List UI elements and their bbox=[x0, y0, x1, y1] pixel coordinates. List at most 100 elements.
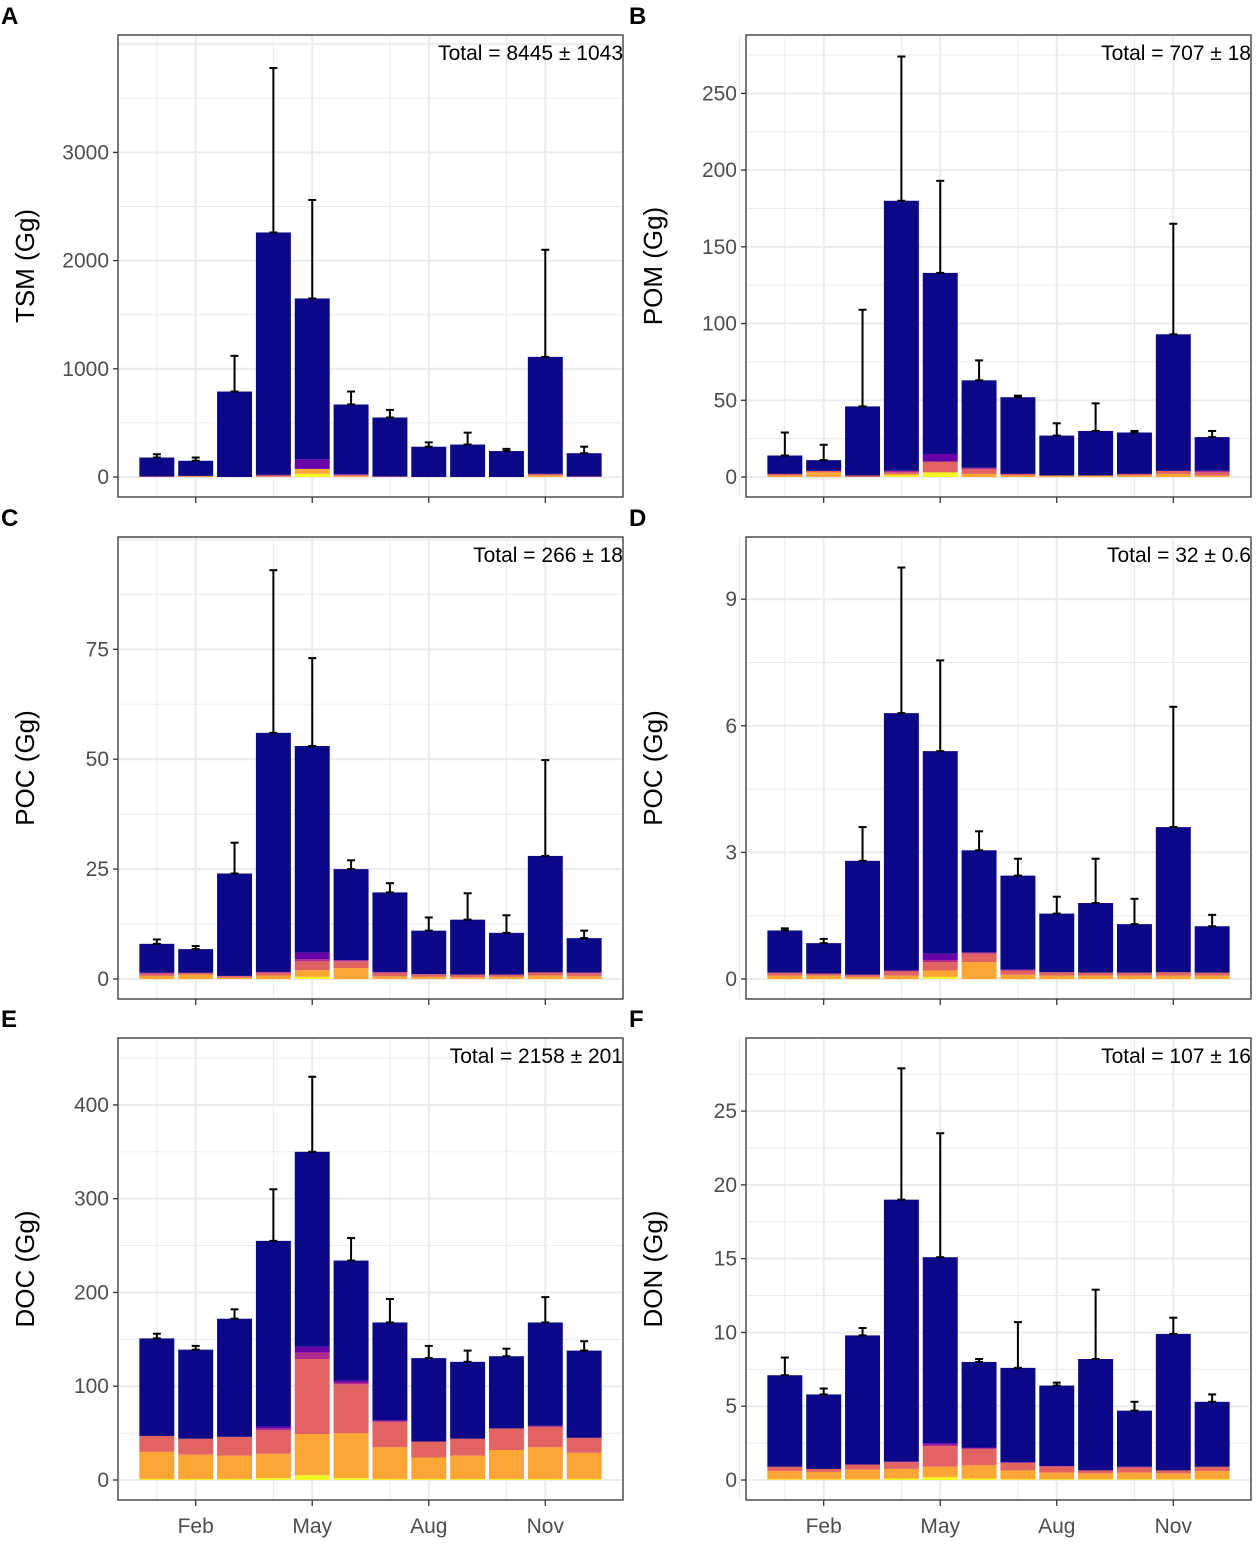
bar-segment-sep-s1 bbox=[450, 1455, 486, 1480]
bar-segment-mar-s1 bbox=[217, 977, 253, 979]
bar-segment-dec-s2 bbox=[566, 973, 602, 977]
bar-segment-may-s4 bbox=[922, 953, 958, 961]
bar-segment-jun-s5 bbox=[333, 404, 369, 475]
bar-segment-apr-s2 bbox=[883, 472, 919, 474]
bar-segment-sep-s5 bbox=[450, 919, 486, 975]
bar-segment-aug-s1 bbox=[1039, 1472, 1075, 1480]
bar-segment-oct-s5 bbox=[488, 451, 524, 477]
bar-segment-jun-s1 bbox=[961, 1465, 997, 1479]
x-tick-label: Feb bbox=[178, 1515, 214, 1538]
total-annotation: Total = 107 ± 16 bbox=[1101, 1045, 1251, 1068]
bar-segment-dec-s3 bbox=[1194, 470, 1230, 473]
bar-segment-may-s3 bbox=[922, 960, 958, 963]
bar-segment-jul-s0 bbox=[1000, 1479, 1036, 1480]
bar-segment-jun-s5 bbox=[333, 1260, 369, 1381]
bar-segment-jan-s1 bbox=[139, 975, 175, 979]
bar-segment-nov-s2 bbox=[527, 1426, 563, 1448]
bar-segment-may-s5 bbox=[294, 1151, 330, 1347]
panel-border bbox=[117, 536, 624, 1000]
bar-segment-aug-s2 bbox=[1039, 972, 1075, 976]
bar-segment-dec-s2 bbox=[1194, 472, 1230, 476]
bar-segment-may-s2 bbox=[922, 1446, 958, 1467]
bar-segment-mar-s1 bbox=[845, 976, 881, 979]
y-tick-label: 1000 bbox=[62, 358, 109, 381]
bar-segment-nov-s0 bbox=[1155, 1479, 1191, 1480]
bar-segment-apr-s0 bbox=[883, 475, 919, 477]
bar-segment-may-s3 bbox=[922, 1444, 958, 1447]
bar-segment-jul-s2 bbox=[1000, 970, 1036, 975]
y-tick-label: 0 bbox=[97, 466, 109, 489]
bar-segment-jul-s2 bbox=[372, 476, 408, 477]
bar-segment-feb-s0 bbox=[806, 1479, 842, 1480]
bar-segment-may-s1 bbox=[294, 1434, 330, 1476]
bar-segment-jun-s2 bbox=[333, 474, 369, 476]
x-tick-label: Feb bbox=[806, 1515, 842, 1538]
bar-segment-nov-s5 bbox=[527, 356, 563, 474]
bar-segment-jun-s3 bbox=[961, 467, 997, 470]
bar-segment-mar-s5 bbox=[217, 1318, 253, 1437]
bar-segment-nov-s1 bbox=[1155, 1473, 1191, 1480]
bar-segment-jan-s0 bbox=[139, 1479, 175, 1480]
bar-segment-nov-s2 bbox=[1155, 1470, 1191, 1474]
bar-segment-sep-s5 bbox=[450, 444, 486, 477]
y-tick-label: 0 bbox=[97, 968, 109, 991]
bar-segment-may-s5 bbox=[922, 751, 958, 954]
y-tick-label: 25 bbox=[86, 858, 109, 881]
y-tick-label: 2000 bbox=[62, 250, 109, 273]
panel-letter: F bbox=[629, 1006, 644, 1033]
y-tick-label: 50 bbox=[714, 389, 737, 412]
bar-segment-may-s0 bbox=[922, 1477, 958, 1480]
y-tick-label: 3000 bbox=[62, 141, 109, 164]
panel-border bbox=[745, 536, 1252, 1000]
bar-segment-jun-s5 bbox=[961, 850, 997, 953]
bar-segment-apr-s3 bbox=[883, 470, 919, 473]
bar-segment-apr-s3 bbox=[255, 1428, 291, 1431]
bar-segment-aug-s5 bbox=[411, 930, 447, 975]
bar-segment-jun-s1 bbox=[333, 968, 369, 979]
bar-segment-mar-s2 bbox=[217, 1436, 253, 1456]
bar-segment-aug-s5 bbox=[1039, 913, 1075, 973]
bar-segment-jun-s3 bbox=[333, 960, 369, 962]
bar-segment-dec-s5 bbox=[566, 1350, 602, 1438]
bar-segment-jul-s3 bbox=[372, 1420, 408, 1422]
bar-segment-jun-s3 bbox=[961, 952, 997, 954]
bar-segment-may-s1 bbox=[922, 970, 958, 977]
y-tick-label: 150 bbox=[702, 236, 737, 259]
y-tick-label: 25 bbox=[714, 1100, 737, 1123]
bar-segment-may-s5 bbox=[294, 298, 330, 460]
y-tick-label: 100 bbox=[74, 1375, 109, 1398]
bar-segment-may-s4 bbox=[294, 459, 330, 469]
bar-segment-dec-s0 bbox=[1194, 1479, 1230, 1480]
y-tick-label: 200 bbox=[74, 1281, 109, 1304]
panel-c: 0 25 50 75 POC (Gg) C Total = 266 ± 18 bbox=[1, 505, 741, 1005]
bar-segment-may-s1 bbox=[922, 1466, 958, 1478]
bar-segment-jun-s2 bbox=[333, 1384, 369, 1434]
bar-segment-mar-s2 bbox=[845, 1464, 881, 1470]
bar-segment-apr-s1 bbox=[255, 975, 291, 979]
bar-segment-jan-s5 bbox=[767, 930, 803, 973]
bar-segment-jun-s3 bbox=[333, 1382, 369, 1385]
bar-segment-jan-s2 bbox=[767, 1466, 803, 1472]
bar-segment-jan-s2 bbox=[767, 473, 803, 476]
bar-segment-mar-s5 bbox=[845, 1335, 881, 1465]
bar-segment-nov-s1 bbox=[1155, 975, 1191, 979]
bar-segment-may-s0 bbox=[922, 472, 958, 477]
bar-segment-jul-s5 bbox=[1000, 397, 1036, 474]
y-axis-title: TSM (Gg) bbox=[10, 209, 40, 323]
bar-segment-nov-s4 bbox=[527, 473, 563, 475]
bar-segment-feb-s0 bbox=[178, 1479, 214, 1480]
y-tick-label: 200 bbox=[702, 159, 737, 182]
bar-segment-oct-s1 bbox=[1116, 1472, 1152, 1480]
bar-segment-apr-s2 bbox=[883, 1462, 919, 1469]
bar-segment-jun-s4 bbox=[333, 1380, 369, 1383]
bar-segment-jul-s2 bbox=[1000, 473, 1036, 476]
bar-segment-nov-s5 bbox=[1155, 1333, 1191, 1471]
bar-segment-jan-s1 bbox=[139, 1451, 175, 1480]
bar-segment-jan-s1 bbox=[767, 1471, 803, 1480]
bar-segment-apr-s2 bbox=[255, 1430, 291, 1454]
bar-segment-jul-s5 bbox=[372, 1322, 408, 1420]
bar-segment-jul-s0 bbox=[372, 1479, 408, 1480]
x-tick-label: May bbox=[920, 1515, 960, 1538]
bar-segment-oct-s2 bbox=[488, 1428, 524, 1450]
